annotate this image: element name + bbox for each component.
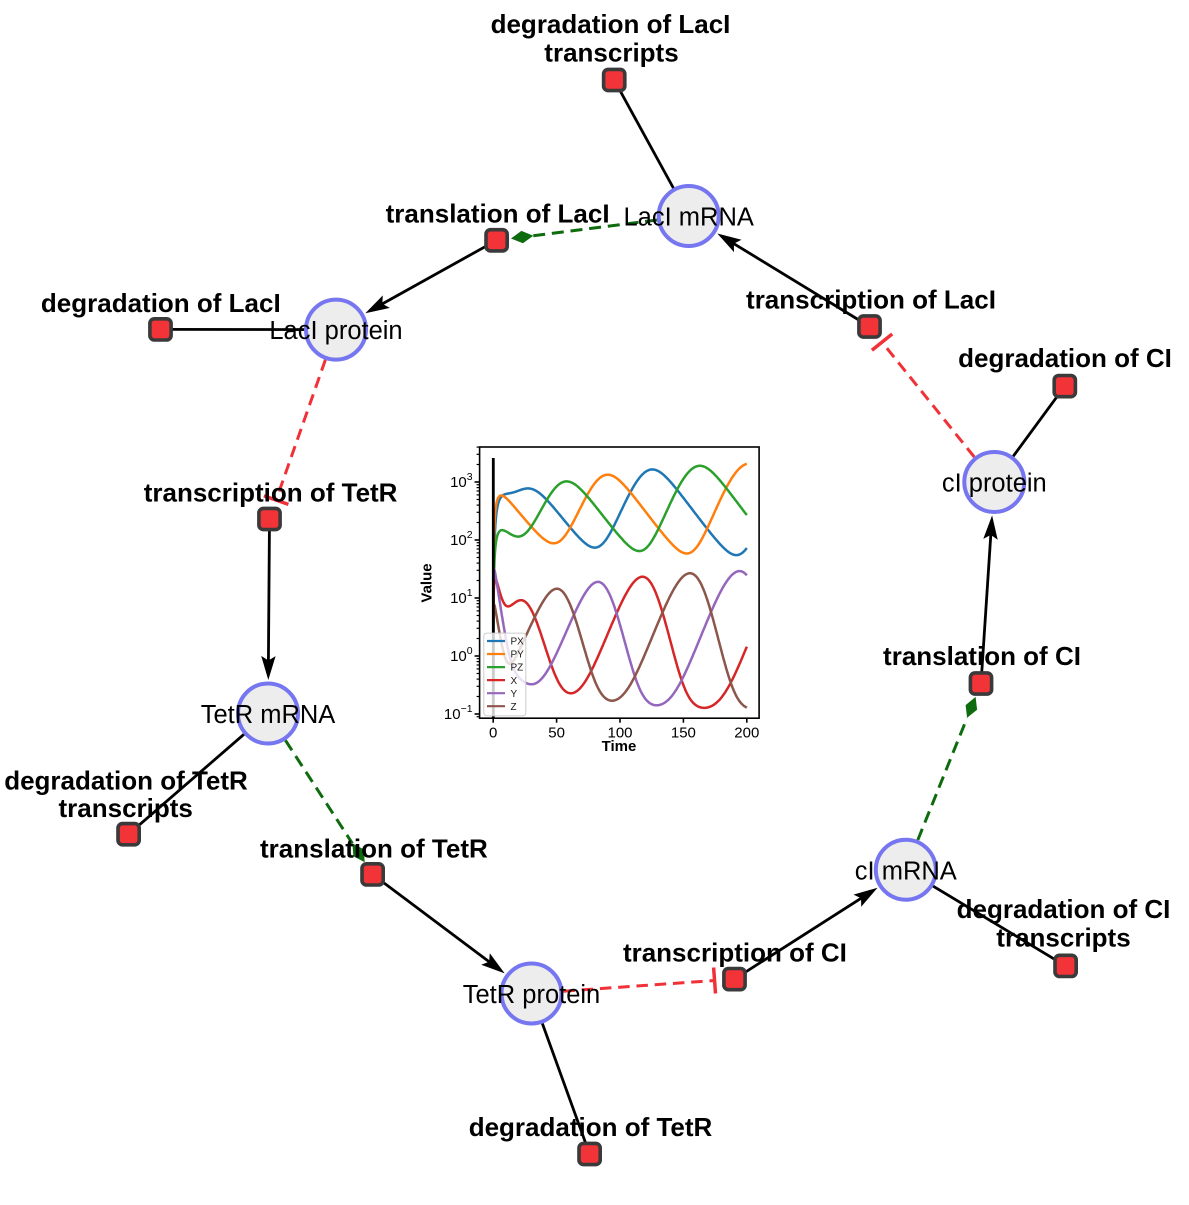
svg-text:translation of LacI: translation of LacI	[386, 198, 610, 228]
svg-text:Time: Time	[602, 738, 637, 755]
svg-text:PZ: PZ	[511, 663, 524, 674]
svg-text:degradation of CI: degradation of CI	[958, 343, 1172, 373]
svg-text:translation of TetR: translation of TetR	[260, 834, 488, 864]
svg-text:10−1: 10−1	[444, 703, 473, 723]
svg-text:transcription of CI: transcription of CI	[623, 937, 847, 967]
svg-text:LacI protein: LacI protein	[269, 317, 402, 345]
svg-text:103: 103	[450, 471, 473, 491]
svg-text:TetR mRNA: TetR mRNA	[201, 701, 336, 729]
svg-text:LacI mRNA: LacI mRNA	[624, 204, 754, 232]
svg-text:150: 150	[671, 725, 696, 742]
svg-text:degradation of TetR: degradation of TetR	[469, 1112, 713, 1142]
svg-text:0: 0	[489, 725, 497, 742]
svg-text:transcripts: transcripts	[996, 923, 1130, 953]
svg-text:degradation of CI: degradation of CI	[957, 894, 1171, 924]
svg-text:101: 101	[450, 587, 473, 607]
svg-text:PY: PY	[511, 650, 525, 661]
svg-text:100: 100	[450, 645, 473, 665]
svg-text:PX: PX	[511, 637, 525, 648]
svg-text:50: 50	[548, 725, 565, 742]
svg-text:TetR protein: TetR protein	[463, 981, 601, 1009]
svg-text:transcription of TetR: transcription of TetR	[144, 477, 398, 507]
svg-text:degradation of LacI: degradation of LacI	[491, 9, 731, 39]
svg-text:Y: Y	[511, 689, 518, 700]
svg-text:transcripts: transcripts	[59, 793, 193, 823]
svg-text:cI mRNA: cI mRNA	[855, 857, 957, 885]
svg-text:Value: Value	[419, 563, 436, 602]
svg-text:transcription of LacI: transcription of LacI	[746, 285, 996, 315]
svg-text:translation of CI: translation of CI	[883, 641, 1081, 671]
svg-text:Z: Z	[511, 702, 517, 713]
svg-text:transcripts: transcripts	[544, 37, 678, 67]
svg-text:102: 102	[450, 529, 473, 549]
svg-text:degradation of LacI: degradation of LacI	[41, 288, 281, 318]
svg-text:cI protein: cI protein	[942, 470, 1047, 498]
svg-text:200: 200	[734, 725, 759, 742]
svg-text:X: X	[511, 676, 518, 687]
svg-text:degradation of TetR: degradation of TetR	[4, 766, 248, 796]
